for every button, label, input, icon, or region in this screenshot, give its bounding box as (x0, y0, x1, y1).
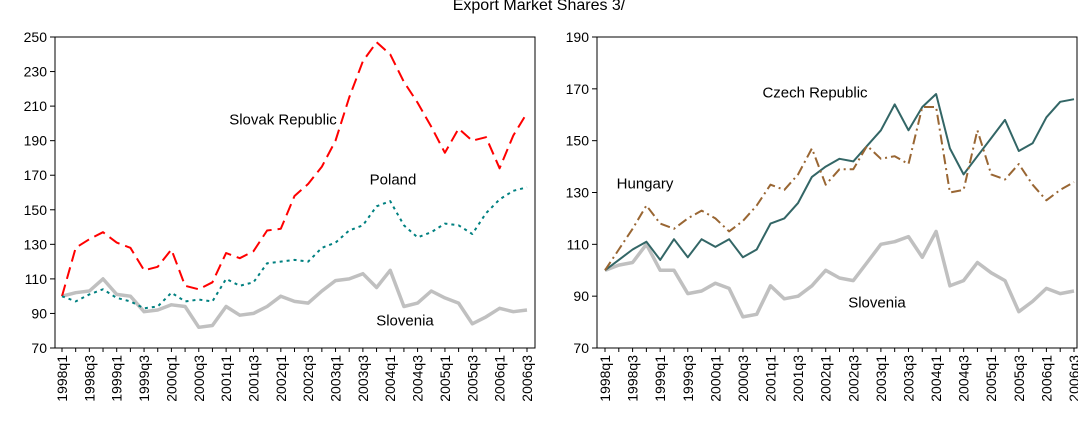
x-tick-label: 2006q1 (1038, 355, 1054, 402)
y-tick-label: 130 (24, 236, 48, 252)
series-label: Slovak Republic (229, 111, 337, 129)
y-tick-label: 110 (567, 236, 590, 252)
y-tick-label: 130 (566, 185, 590, 201)
x-tick-label: 2004q1 (928, 355, 944, 402)
x-tick-label: 1998q1 (597, 355, 613, 402)
series-label: Hungary (616, 175, 674, 193)
x-tick-label: 2005q1 (983, 355, 999, 402)
y-tick-label: 210 (24, 98, 48, 114)
y-tick-label: 230 (24, 64, 48, 80)
x-tick-label: 2004q1 (382, 355, 398, 402)
y-tick-label: 70 (31, 340, 47, 356)
x-tick-label: 2002q1 (818, 355, 834, 402)
series-line (604, 229, 1075, 319)
x-tick-label: 2006q3 (1066, 355, 1078, 402)
x-tick-label: 2003q1 (328, 355, 344, 402)
x-tick-label: 2005q1 (437, 355, 453, 402)
page-title: Export Market Shares 3/ (452, 0, 626, 14)
series-label: Czech Republic (762, 84, 868, 102)
panel: 70 90 110 130 150 170 190 1998q1 1998q3 1999q1 199… (566, 29, 1078, 402)
y-tick-label: 190 (24, 133, 48, 149)
x-tick-label: 2003q1 (873, 355, 889, 402)
x-tick-label: 2003q3 (355, 355, 371, 402)
x-tick-label: 1998q1 (54, 355, 70, 402)
x-tick-label: 2004q3 (410, 355, 426, 402)
x-tick-label: 1999q1 (109, 355, 125, 402)
panel: 70 90 110 130 150 170 190 210 230 250 1998q1 1998q3… (24, 29, 536, 402)
y-tick-label: 70 (573, 340, 589, 356)
series-label: Slovenia (376, 312, 434, 330)
y-tick-label: 90 (573, 288, 589, 304)
x-tick-label: 1998q3 (81, 355, 97, 402)
x-tick-label: 2002q1 (273, 355, 289, 402)
x-tick-label: 2006q1 (492, 355, 508, 402)
x-tick-label: 1999q1 (652, 355, 668, 402)
y-tick-label: 110 (25, 271, 48, 287)
x-tick-label: 1999q3 (680, 355, 696, 402)
x-tick-label: 2002q3 (845, 355, 861, 402)
x-tick-label: 2001q1 (763, 355, 779, 402)
x-tick-label: 2003q3 (900, 355, 916, 402)
x-tick-label: 2001q1 (218, 355, 234, 402)
series-line (61, 41, 528, 297)
y-tick-label: 250 (24, 29, 48, 45)
x-tick-label: 2005q3 (464, 355, 480, 402)
x-tick-label: 1999q3 (136, 355, 152, 402)
series-line (604, 106, 1075, 271)
x-tick-label: 2006q3 (519, 355, 535, 402)
y-tick-label: 90 (31, 305, 47, 321)
x-tick-label: 2000q1 (707, 355, 723, 402)
x-tick-label: 2001q3 (790, 355, 806, 402)
x-tick-label: 1998q3 (625, 355, 641, 402)
x-tick-label: 2001q3 (245, 355, 261, 402)
series-label: Poland (369, 171, 417, 189)
y-tick-label: 170 (566, 81, 590, 97)
series-line (61, 186, 528, 310)
x-tick-label: 2000q3 (735, 355, 751, 402)
x-tick-label: 2004q3 (956, 355, 972, 402)
y-tick-label: 150 (24, 202, 48, 218)
x-tick-label: 2002q3 (300, 355, 316, 402)
series-line (604, 93, 1075, 272)
x-tick-label: 2000q3 (191, 355, 207, 402)
y-tick-label: 170 (24, 167, 48, 183)
series-label: Slovenia (848, 294, 906, 312)
x-tick-label: 2000q1 (163, 355, 179, 402)
y-tick-label: 150 (566, 133, 590, 149)
x-tick-label: 2005q3 (1011, 355, 1027, 402)
y-tick-label: 190 (566, 29, 590, 45)
